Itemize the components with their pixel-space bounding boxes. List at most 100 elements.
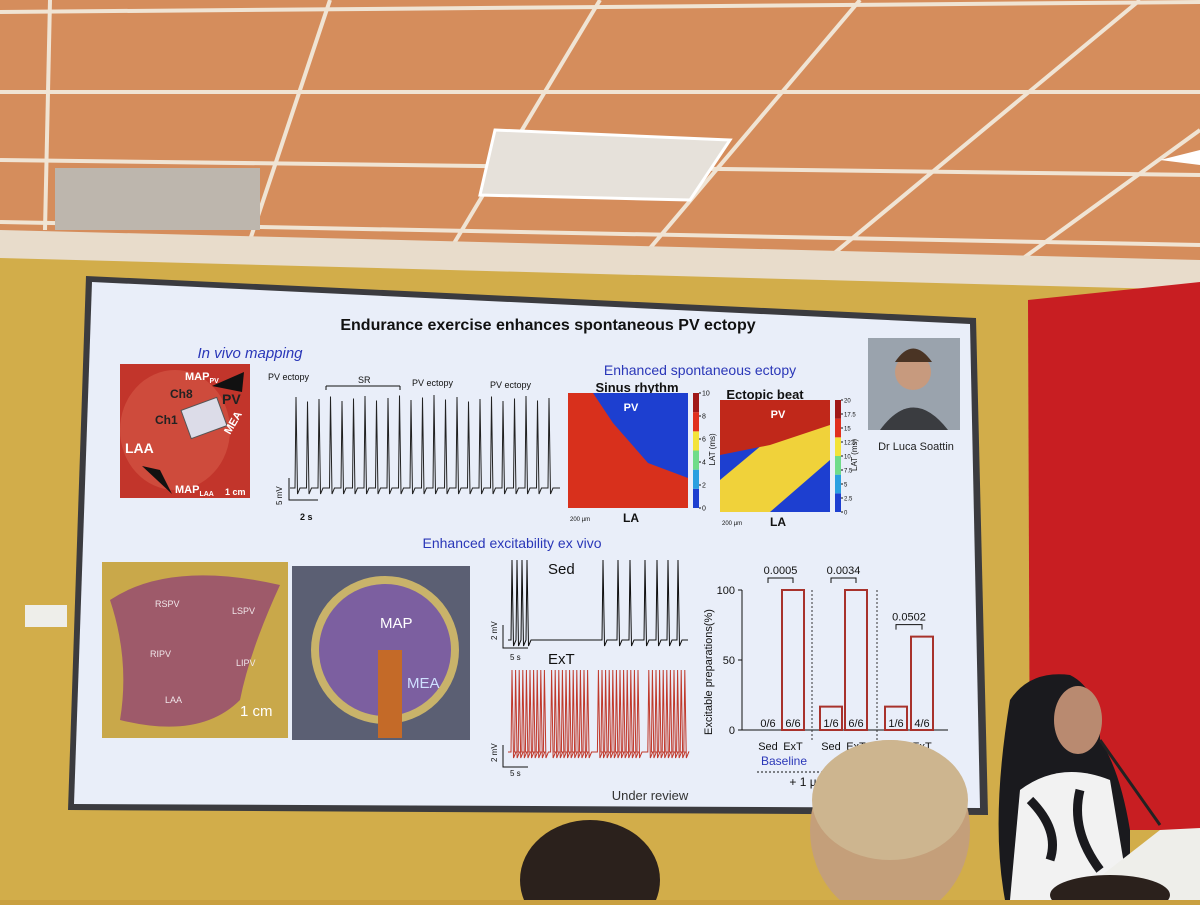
colorbar-tick-label: 5	[844, 483, 848, 489]
scale-label: 5 s	[510, 653, 521, 662]
bar	[781, 589, 805, 731]
significance-bracket	[767, 577, 794, 583]
audience-hair	[812, 740, 968, 860]
ap-trace	[508, 559, 688, 647]
colorbar-tick-label: 20	[844, 399, 851, 405]
atrium-label: LAA	[165, 695, 182, 705]
slide-title: Endurance exercise enhances spontaneous …	[340, 317, 755, 334]
scale-label: 2 s	[300, 512, 313, 522]
audience-head	[1050, 875, 1170, 905]
speaker-face	[895, 354, 931, 390]
photo-detail	[120, 370, 230, 490]
photo-label: LAA	[125, 440, 154, 456]
colorbar-segment	[835, 437, 841, 456]
atrium-label: RSPV	[155, 599, 180, 609]
colorbar-segment	[693, 450, 699, 470]
colorbar-tick-label: 12.5	[844, 441, 856, 447]
speaker-hair	[895, 348, 932, 362]
section-heading: In vivo mapping	[197, 345, 303, 362]
bar-label: 6/6	[785, 718, 800, 730]
light	[1160, 150, 1200, 165]
colorbar-tick-label: 10	[702, 391, 710, 398]
colorbar-tick-label: 0	[844, 511, 848, 517]
bar-label: 0/6	[760, 718, 775, 730]
map-title: Ectopic beat	[726, 387, 804, 402]
trace-label: SR	[358, 375, 371, 385]
ceiling-edge	[0, 230, 1200, 290]
y-tick-label: 0	[729, 725, 735, 737]
atrium-tissue	[110, 575, 280, 727]
section-heading: Enhanced spontaneous ectopy	[604, 362, 796, 378]
photo-label: Ch8	[170, 387, 193, 401]
colorbar-tick-label: 8	[702, 414, 706, 421]
colorbar-tick-label: 10	[844, 455, 851, 461]
bar-label: 6/6	[848, 718, 863, 730]
photo-label: 1 cm	[225, 487, 246, 497]
map-title: Sinus rhythm	[595, 380, 678, 395]
scale-label: 5 s	[510, 769, 521, 778]
y-tick-label: 100	[717, 585, 735, 597]
map-region	[720, 400, 830, 455]
colorbar-segment	[693, 431, 699, 451]
scale-label: 200 µm	[722, 521, 742, 527]
colorbar-label: LAT (ms)	[850, 439, 859, 471]
colorbar-tick-label: 17.5	[844, 413, 856, 419]
colorbar-tick-label: 0	[702, 506, 706, 513]
y-axis-label: Excitable preparations(%)	[703, 609, 715, 735]
footer: Under review	[612, 788, 689, 803]
speaker-body	[880, 407, 948, 430]
colorbar-segment	[835, 474, 841, 494]
scale-bar	[502, 625, 528, 768]
bar-label: 4/6	[914, 718, 929, 730]
bar	[819, 705, 843, 731]
scale-label: 2 mV	[490, 621, 499, 640]
p-value: 0.0502	[892, 612, 926, 624]
ecg-trace	[290, 394, 560, 495]
label-text: MAP	[185, 371, 209, 383]
p-value: 0.0034	[827, 565, 861, 577]
colorbar-tick-label: 4	[702, 460, 706, 467]
photo-label: PV	[222, 391, 241, 407]
arrow	[212, 372, 244, 392]
colorbar-segment	[835, 493, 841, 512]
colorbar-segment	[835, 456, 841, 475]
significance-bracket	[895, 624, 923, 630]
photo-label: MAPPV	[185, 371, 219, 385]
label-sub: PV	[209, 378, 219, 385]
label-text: MAP	[175, 484, 199, 496]
trace-title: ExT	[548, 651, 575, 668]
scale-label: 5 mV	[275, 486, 284, 505]
rig-label: MEA	[407, 675, 440, 692]
map-region	[720, 410, 830, 512]
presenter	[998, 674, 1200, 900]
section-heading: Enhanced excitability ex vivo	[423, 535, 602, 551]
colorbar-label: LAT (ms)	[708, 433, 717, 465]
arrow	[142, 466, 172, 494]
trace-label: PV ectopy	[268, 372, 310, 382]
map-label: LA	[623, 511, 639, 525]
x-tick-label: Sed	[821, 741, 841, 753]
trace-title: Sed	[548, 561, 575, 578]
rig-cable	[378, 650, 402, 738]
p-value: 0.0005	[764, 565, 798, 577]
bar-label: 1/6	[888, 718, 903, 730]
scale-label: 2 mV	[490, 743, 499, 762]
rig-label: MAP	[380, 615, 413, 632]
x-tick-label: Sed	[758, 741, 778, 753]
colorbar-tick-label: 6	[702, 437, 706, 444]
map-label: LA	[770, 515, 786, 529]
map-region	[593, 393, 688, 478]
colorbar-tick-label: 15	[844, 427, 851, 433]
colorbar-segment	[693, 488, 699, 508]
bar	[884, 705, 908, 731]
significance-bracket	[830, 577, 857, 583]
photo-label: MAPLAA	[175, 484, 214, 498]
bar	[844, 589, 868, 731]
trace-label: PV ectopy	[490, 380, 532, 390]
vent-panel	[55, 168, 260, 230]
colorbar-tick-label: 2	[702, 483, 706, 490]
bar	[910, 635, 934, 731]
scale-label: 200 µm	[570, 517, 590, 523]
atrium-label: 1 cm	[240, 703, 273, 720]
